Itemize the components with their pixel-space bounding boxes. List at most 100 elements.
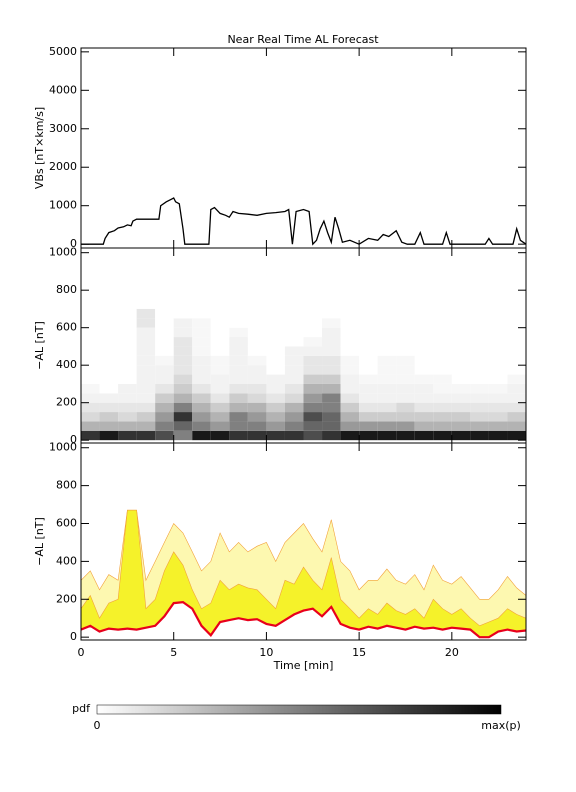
heat-cell	[284, 337, 304, 347]
heat-cell	[136, 421, 156, 431]
heat-cell	[470, 318, 489, 328]
heat-cell	[359, 365, 378, 375]
heat-cell	[229, 374, 248, 384]
heat-cell	[488, 393, 508, 403]
heat-cell	[81, 308, 100, 319]
heat-cell	[340, 412, 360, 422]
heat-cell	[210, 412, 230, 422]
heat-cell	[118, 346, 137, 356]
x-tick-label: 5	[170, 646, 177, 659]
heat-cell	[229, 402, 248, 413]
heat-cell	[359, 383, 378, 394]
heat-cell	[173, 430, 193, 441]
heat-cell	[507, 421, 526, 431]
heat-cell	[155, 355, 174, 366]
panel: 0 200 400 600 800 1000 0 5 10 15 20 −AL [nT] Time [m…	[33, 441, 527, 672]
heat-cell	[118, 402, 137, 413]
heat-cell	[396, 327, 415, 338]
heat-cell	[210, 365, 230, 375]
heat-cell	[247, 327, 267, 338]
heat-cell	[284, 355, 304, 366]
heat-cell	[229, 393, 248, 403]
heat-cell	[451, 308, 471, 319]
heat-cell	[229, 412, 248, 422]
heat-cell	[433, 355, 452, 366]
heat-cell	[433, 412, 452, 422]
heat-cell	[433, 318, 452, 328]
heat-cell	[377, 355, 397, 366]
heat-cell	[396, 402, 415, 413]
heat-cell	[81, 402, 100, 413]
heat-cell	[359, 337, 378, 347]
heat-cell	[377, 430, 397, 441]
heat-cell	[81, 421, 100, 431]
heat-cell	[414, 308, 434, 319]
heat-cell	[266, 355, 285, 366]
heat-cell	[192, 402, 211, 413]
heat-cell	[99, 308, 119, 319]
heat-cell	[433, 327, 452, 338]
heat-cell	[173, 327, 193, 338]
heat-cell	[507, 327, 526, 338]
heat-cell	[192, 430, 211, 441]
heat-cell	[247, 412, 267, 422]
colorbar	[96, 704, 502, 715]
heat-cell	[470, 412, 489, 422]
heat-cell	[192, 327, 211, 338]
heat-cell	[210, 374, 230, 384]
heat-cell	[229, 430, 248, 441]
y-tick-label: 0	[70, 237, 77, 250]
heat-cell	[118, 355, 137, 366]
heat-cell	[99, 327, 119, 338]
heat-cell	[247, 346, 267, 356]
heat-cell	[303, 374, 323, 384]
heat-cell	[192, 308, 211, 319]
y-tick-label: 800	[56, 479, 77, 492]
y-tick-label: 200	[56, 396, 77, 409]
heat-cell	[210, 393, 230, 403]
heat-cell	[118, 430, 137, 441]
heat-cell	[284, 412, 304, 422]
heat-cell	[470, 308, 489, 319]
heat-cell	[266, 421, 285, 431]
y-axis-label: −AL [nT]	[33, 321, 46, 370]
heat-cell	[303, 383, 323, 394]
heat-cell	[433, 337, 452, 347]
heat-cell	[488, 337, 508, 347]
heat-cell	[247, 355, 267, 366]
heat-cell	[266, 318, 285, 328]
heat-cell	[414, 374, 434, 384]
frame	[80, 442, 527, 641]
heat-cell	[433, 383, 452, 394]
heat-cell	[340, 383, 360, 394]
heat-cell	[210, 421, 230, 431]
heat-cell	[192, 355, 211, 366]
heat-cell	[488, 365, 508, 375]
heat-cell	[99, 374, 119, 384]
heat-cell	[99, 337, 119, 347]
heat-cell	[155, 318, 174, 328]
heat-cell	[303, 337, 323, 347]
heat-cell	[247, 383, 267, 394]
heat-cell	[118, 412, 137, 422]
heat-cell	[340, 308, 360, 319]
y-tick-label: 2000	[49, 160, 77, 173]
heat-cell	[414, 383, 434, 394]
y-tick-label: 400	[56, 358, 77, 371]
heat-cell	[81, 346, 100, 356]
heat-cell	[210, 430, 230, 441]
heat-cell	[507, 412, 526, 422]
heat-cell	[136, 318, 156, 328]
heat-cell	[488, 374, 508, 384]
heat-cell	[433, 374, 452, 384]
heat-cell	[396, 430, 415, 441]
heat-cell	[284, 318, 304, 328]
heat-cell	[136, 355, 156, 366]
y-tick-label: 400	[56, 554, 77, 567]
heat-cell	[359, 346, 378, 356]
heat-cell	[173, 421, 193, 431]
heat-cell	[81, 374, 100, 384]
y-tick-label: 1000	[49, 246, 77, 259]
heat-cell	[451, 337, 471, 347]
heat-cell	[470, 346, 489, 356]
